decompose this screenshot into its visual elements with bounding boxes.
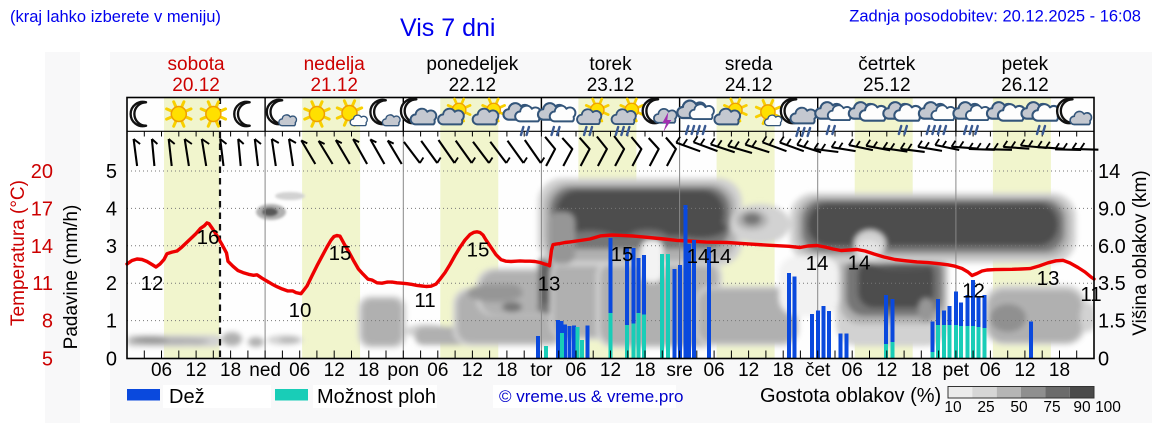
svg-text:12: 12 xyxy=(738,360,759,381)
svg-text:5: 5 xyxy=(42,349,53,371)
svg-text:15: 15 xyxy=(467,239,490,262)
svg-text:15: 15 xyxy=(329,242,352,265)
svg-text:nedelja: nedelja xyxy=(304,54,366,75)
svg-text:četrtek: četrtek xyxy=(858,54,916,75)
svg-text:12: 12 xyxy=(600,360,621,381)
svg-text:3.5: 3.5 xyxy=(1098,273,1126,295)
svg-text:14: 14 xyxy=(848,252,871,275)
svg-text:6.0: 6.0 xyxy=(1098,236,1126,258)
svg-text:14: 14 xyxy=(31,236,53,258)
svg-text:tor: tor xyxy=(530,360,553,381)
svg-text:14: 14 xyxy=(687,245,710,268)
svg-text:© vreme.us & vreme.pro: © vreme.us & vreme.pro xyxy=(499,387,683,406)
svg-text:18: 18 xyxy=(911,360,932,381)
svg-text:10: 10 xyxy=(289,299,312,322)
svg-text:06: 06 xyxy=(980,360,1001,381)
svg-text:Padavine (mm/h): Padavine (mm/h) xyxy=(61,205,82,350)
svg-text:sreda: sreda xyxy=(725,54,773,75)
svg-text:ponedeljek: ponedeljek xyxy=(426,54,518,75)
svg-text:12: 12 xyxy=(876,360,897,381)
svg-text:13: 13 xyxy=(1037,267,1060,290)
svg-text:17: 17 xyxy=(31,198,53,220)
svg-text:12: 12 xyxy=(1014,360,1035,381)
svg-text:11: 11 xyxy=(32,273,53,295)
svg-text:11: 11 xyxy=(1080,283,1101,306)
svg-text:torek: torek xyxy=(589,54,632,75)
svg-text:pon: pon xyxy=(387,360,419,381)
svg-text:12: 12 xyxy=(462,360,483,381)
svg-text:12: 12 xyxy=(141,272,164,295)
svg-text:0: 0 xyxy=(106,349,117,371)
svg-text:12: 12 xyxy=(962,280,985,303)
svg-text:14: 14 xyxy=(806,252,829,275)
svg-text:14: 14 xyxy=(1098,161,1120,183)
svg-text:06: 06 xyxy=(842,360,863,381)
svg-text:ned: ned xyxy=(249,360,281,381)
svg-text:Gostota oblakov (%): Gostota oblakov (%) xyxy=(760,385,941,407)
svg-text:20: 20 xyxy=(31,161,53,183)
svg-text:18: 18 xyxy=(496,360,517,381)
svg-text:18: 18 xyxy=(220,360,241,381)
svg-text:90: 90 xyxy=(1073,399,1091,416)
svg-text:3: 3 xyxy=(106,236,117,258)
svg-text:18: 18 xyxy=(1049,360,1070,381)
svg-text:petek: petek xyxy=(1002,54,1049,75)
svg-text:26.12: 26.12 xyxy=(1001,75,1049,96)
svg-text:20.12: 20.12 xyxy=(172,75,220,96)
svg-text:Zadnja posodobitev: 20.12.2025: Zadnja posodobitev: 20.12.2025 - 16:08 xyxy=(849,8,1141,26)
svg-text:Višina oblakov (km): Višina oblakov (km) xyxy=(1130,170,1151,335)
svg-text:23.12: 23.12 xyxy=(587,75,635,96)
svg-text:9.0: 9.0 xyxy=(1098,198,1126,220)
svg-text:(kraj lahko izberete v meniju): (kraj lahko izberete v meniju) xyxy=(10,8,221,26)
svg-text:12: 12 xyxy=(186,360,207,381)
svg-text:18: 18 xyxy=(358,360,379,381)
svg-text:sobota: sobota xyxy=(168,54,225,75)
svg-text:06: 06 xyxy=(565,360,586,381)
svg-text:15: 15 xyxy=(611,243,634,266)
svg-text:1: 1 xyxy=(106,311,117,333)
svg-text:06: 06 xyxy=(704,360,725,381)
svg-text:Temperatura (°C): Temperatura (°C) xyxy=(8,180,29,326)
svg-text:Vis 7 dni: Vis 7 dni xyxy=(400,14,495,42)
svg-text:1.5: 1.5 xyxy=(1098,311,1126,333)
svg-text:18: 18 xyxy=(773,360,794,381)
svg-text:0: 0 xyxy=(1098,349,1109,371)
svg-text:10: 10 xyxy=(944,399,962,416)
svg-text:Dež: Dež xyxy=(169,386,205,408)
svg-text:22.12: 22.12 xyxy=(449,75,497,96)
svg-text:25.12: 25.12 xyxy=(863,75,911,96)
svg-text:12: 12 xyxy=(324,360,345,381)
svg-text:06: 06 xyxy=(427,360,448,381)
svg-text:25: 25 xyxy=(977,399,994,416)
svg-text:8: 8 xyxy=(42,311,53,333)
svg-text:pet: pet xyxy=(943,360,970,381)
svg-text:14: 14 xyxy=(709,245,732,268)
svg-text:06: 06 xyxy=(289,360,310,381)
svg-text:4: 4 xyxy=(106,198,117,220)
svg-text:čet: čet xyxy=(805,360,831,381)
svg-text:100: 100 xyxy=(1095,399,1121,416)
svg-text:50: 50 xyxy=(1010,399,1028,416)
svg-text:75: 75 xyxy=(1043,399,1060,416)
svg-text:11: 11 xyxy=(414,289,435,312)
svg-text:24.12: 24.12 xyxy=(725,75,773,96)
svg-text:sre: sre xyxy=(666,360,692,381)
svg-text:5: 5 xyxy=(106,161,117,183)
svg-text:06: 06 xyxy=(151,360,172,381)
svg-text:2: 2 xyxy=(106,273,117,295)
svg-text:13: 13 xyxy=(538,273,561,296)
svg-text:16: 16 xyxy=(197,226,220,249)
svg-text:18: 18 xyxy=(634,360,655,381)
svg-text:21.12: 21.12 xyxy=(310,75,358,96)
svg-text:Možnost ploh: Možnost ploh xyxy=(317,386,436,408)
